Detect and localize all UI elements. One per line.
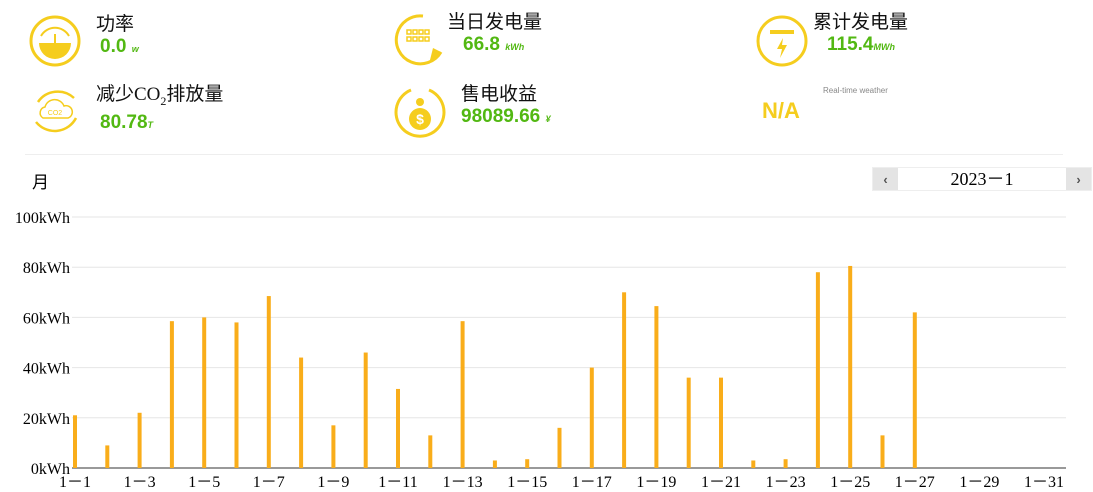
prev-month-button[interactable]: ‹ [873,168,898,190]
bar [719,377,723,468]
bar [363,352,368,468]
svg-text:CO2: CO2 [48,110,63,117]
co2-label: 减少CO2排放量 [96,84,224,108]
period-label: 月 [32,173,49,192]
bar [105,445,110,468]
gauge-icon [29,15,81,67]
bar [557,427,562,468]
bar [686,377,691,468]
x-tick-label: 1－21 [701,474,741,491]
bar [880,435,885,468]
x-tick-label: 1－19 [636,474,676,491]
bar [202,317,207,468]
lightning-icon [756,15,808,67]
stat-daily: 当日发电量 66.8 kWh [393,12,542,66]
y-tick-label: 100kWh [15,210,70,227]
bar [622,292,627,468]
co2-value: 80.78T [100,111,154,133]
date-picker: ‹ 2023－1 › [872,167,1092,191]
x-tick-label: 1－9 [317,474,349,491]
x-tick-label: 1－25 [830,474,870,491]
bar [460,321,465,468]
bar [73,415,77,468]
daily-label: 当日发电量 [447,12,543,33]
revenue-label: 售电收益 [461,84,538,105]
bar [234,322,239,468]
daily-energy-chart: 0kWh 20kWh 40kWh 60kWh 80kWh 100kWh 1－1 1－3 1－5 1… [15,210,1066,491]
bar [396,388,400,468]
money-bag-icon: $ [394,88,446,138]
total-label: 累计发电量 [813,12,909,33]
x-tick-label: 1－7 [253,474,285,491]
bar [848,265,853,468]
bar [299,357,304,468]
x-tick-label: 1－13 [443,474,483,491]
x-tick-label: 1－11 [378,474,417,491]
x-tick-label: 1－31 [1024,474,1064,491]
y-tick-label: 0kWh [31,461,70,478]
revenue-value: 98089.66 ¥ [461,106,551,127]
co2-cloud-icon: CO2 [35,90,78,133]
bar [751,460,756,468]
stat-revenue: $ 售电收益 98089.66 ¥ [393,84,551,138]
weather-label: Real-time weather [823,86,888,95]
power-label: 功率 [96,14,135,35]
solar-panel-icon [394,14,443,66]
x-tick-label: 1－23 [766,474,806,491]
divider [25,154,1063,155]
x-tick-label: 1－5 [188,474,220,491]
stat-total: 累计发电量 115.4MWh [755,12,909,68]
bar [492,460,497,468]
bar [331,425,336,468]
daily-value: 66.8 kWh [463,34,525,55]
bar [169,321,174,468]
weather-value: N/A [762,98,800,123]
bar [525,459,530,468]
bar [783,459,788,468]
bar [137,412,142,468]
total-value: 115.4MWh [827,34,895,55]
stat-power: 功率 0.0 w [28,14,139,68]
y-tick-label: 20kWh [23,411,70,428]
x-tick-label: 1－15 [507,474,547,491]
x-tick-label: 1－17 [572,474,612,491]
x-tick-label: 1－1 [59,474,91,491]
next-month-button[interactable]: › [1066,168,1091,190]
bar [654,306,659,468]
power-value: 0.0 w [100,36,139,57]
x-tick-label: 1－3 [124,474,156,491]
x-tick-label: 1－29 [959,474,999,491]
bar [428,435,433,468]
bar [589,367,594,468]
bar [815,272,820,468]
y-tick-label: 60kWh [23,310,70,327]
y-tick-label: 80kWh [23,260,70,277]
bar [266,296,271,468]
date-value[interactable]: 2023－1 [950,169,1014,189]
bar [912,312,917,468]
svg-text:$: $ [416,111,424,127]
y-tick-label: 40kWh [23,361,70,378]
stat-co2: CO2 减少CO2排放量 80.78T [28,84,223,138]
x-tick-label: 1－27 [895,474,935,491]
